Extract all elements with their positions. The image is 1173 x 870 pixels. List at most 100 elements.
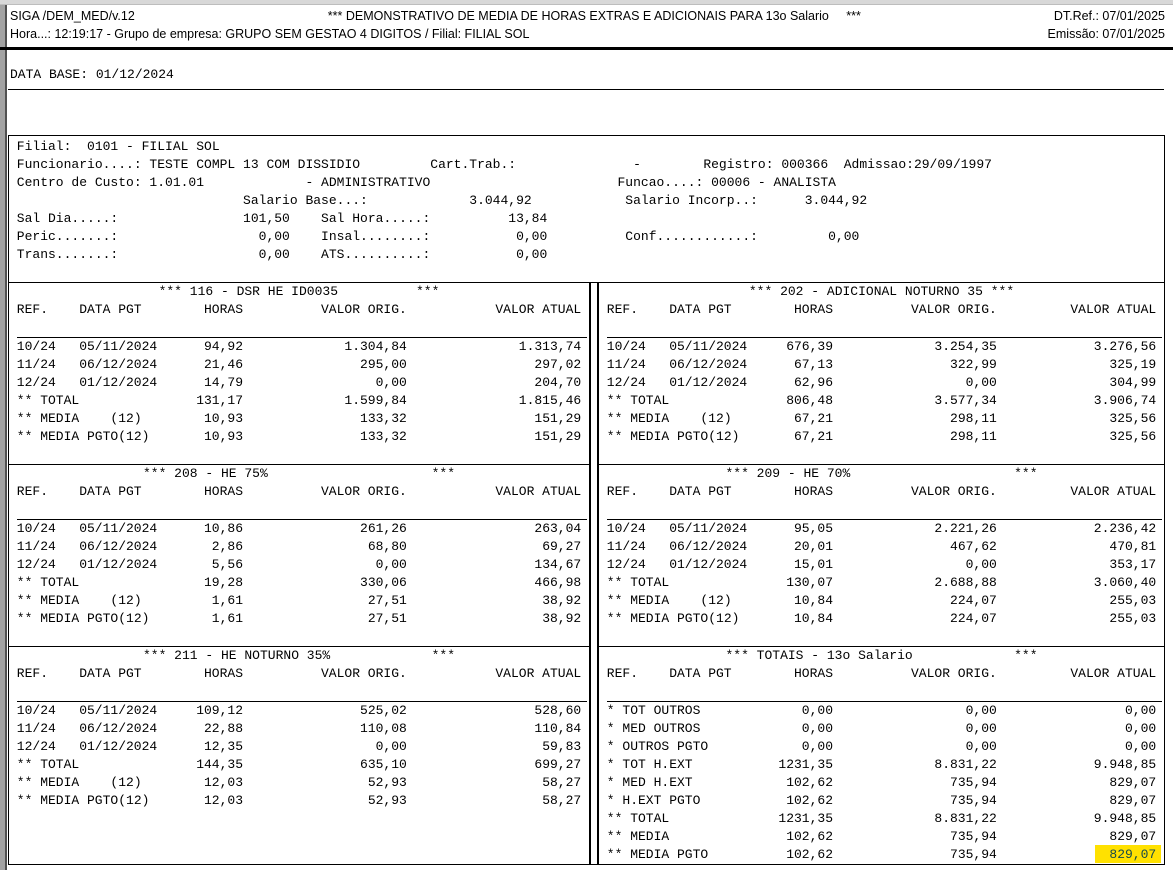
table-cell: 5,56 — [211, 557, 244, 572]
column-header-ref: REF. — [16, 302, 49, 317]
table-row: * MED H.EXT 102,62 735,94 829,07 — [599, 774, 1164, 792]
table-cell: * TOT H.EXT — [606, 757, 693, 772]
panel-title: *** 116 - DSR HE ID0035 *** — [158, 284, 440, 299]
table-cell: 05/11/2024 — [669, 339, 748, 354]
table-cell: 27,51 — [367, 593, 407, 608]
table-cell: 635,10 — [360, 757, 407, 772]
table-cell: 11/24 — [16, 721, 56, 736]
column-header-valor-orig: VALOR ORIG. — [321, 666, 407, 681]
table-cell: 1,61 — [211, 593, 244, 608]
table-cell: 109,12 — [196, 703, 244, 718]
table-cell: 62,96 — [794, 375, 834, 390]
table-row: 12/24 01/12/2024 62,96 0,00 304,99 — [599, 374, 1164, 392]
table-cell — [669, 574, 770, 592]
column-header-valor-orig: VALOR ORIG. — [911, 666, 997, 681]
table-cell: 130,07 — [786, 575, 834, 590]
table-cell: 297,02 — [534, 357, 582, 372]
table-row: ** MEDIA PGTO(12) 10,84 224,07 255,03 — [599, 610, 1164, 628]
table-cell: 735,94 — [950, 829, 997, 844]
report-page: SIGA /DEM_MED/v.12 *** DEMONSTRATIVO DE … — [0, 5, 1173, 865]
table-row: 10/24 05/11/2024 10,86 261,26 263,04 — [9, 520, 589, 538]
column-header-data-pgt: DATA PGT — [669, 302, 732, 317]
panel-column-headers: REF. DATA PGT HORAS VALOR ORIG. VALOR AT… — [599, 483, 1164, 501]
panel-title: *** 211 - HE NOTURNO 35% *** — [142, 648, 456, 663]
header-underline — [17, 683, 587, 702]
table-cell: 12,03 — [204, 793, 244, 808]
panel-rows: * TOT OUTROS 0,00 0,00 0,00 * MED OUTROS 0,00… — [599, 702, 1164, 864]
panel-totais-13o-salario: *** TOTAIS - 13o Salario *** REF. DATA P… — [599, 647, 1164, 864]
column-header-horas: HORAS — [204, 666, 244, 681]
table-cell: 2.221,26 — [934, 521, 997, 536]
table-cell: 470,81 — [1109, 539, 1157, 554]
table-cell: 0,00 — [1124, 721, 1157, 736]
table-cell: 133,32 — [360, 411, 407, 426]
table-cell: * MED H.EXT — [606, 775, 693, 790]
table-cell: 01/12/2024 — [79, 557, 158, 572]
table-cell: 151,29 — [534, 411, 582, 426]
table-cell: 67,21 — [794, 411, 834, 426]
table-cell: 0,00 — [965, 557, 997, 572]
table-cell: 699,27 — [534, 757, 582, 772]
table-cell: 0,00 — [965, 739, 997, 754]
table-cell — [79, 792, 180, 810]
table-cell: 528,60 — [534, 703, 582, 718]
table-cell: 10,84 — [794, 611, 834, 626]
column-header-data-pgt: DATA PGT — [79, 666, 142, 681]
table-cell: 102,62 — [786, 775, 834, 790]
column-header-valor-orig: VALOR ORIG. — [321, 302, 407, 317]
panel-divider — [589, 283, 599, 465]
table-cell: 255,03 — [1109, 611, 1157, 626]
table-cell: 151,29 — [534, 429, 582, 444]
table-cell: 102,62 — [786, 847, 834, 862]
table-cell: 05/11/2024 — [79, 339, 158, 354]
table-cell: ** MEDIA PGTO(12) — [16, 429, 150, 444]
table-cell: 52,93 — [367, 793, 407, 808]
table-cell: 12/24 — [16, 739, 56, 754]
app-version: SIGA /DEM_MED/v.12 — [10, 9, 135, 23]
panel-rows: 10/24 05/11/2024 109,12 525,02 528,60 11/24 06… — [9, 702, 589, 810]
table-cell: 12,35 — [204, 739, 244, 754]
table-row: * TOT OUTROS 0,00 0,00 0,00 — [599, 702, 1164, 720]
table-cell: 27,51 — [367, 611, 407, 626]
column-header-valor-atual: VALOR ATUAL — [1070, 484, 1157, 499]
table-cell: * MED OUTROS — [606, 721, 701, 736]
table-cell: 102,62 — [786, 793, 834, 808]
table-cell: 304,99 — [1109, 375, 1157, 390]
table-row: 10/24 05/11/2024 95,05 2.221,26 2.236,42 — [599, 520, 1164, 538]
table-cell: 67,21 — [794, 429, 834, 444]
table-cell: 0,00 — [801, 721, 834, 736]
table-cell: 0,00 — [965, 375, 997, 390]
table-cell: 1.599,84 — [344, 393, 407, 408]
table-row: ** TOTAL 1231,35 8.831,22 9.948,85 — [599, 810, 1164, 828]
table-cell: 1.304,84 — [344, 339, 407, 354]
panel-title: *** 202 - ADICIONAL NOTURNO 35 *** — [748, 284, 1015, 299]
table-row: 10/24 05/11/2024 676,39 3.254,35 3.276,56 — [599, 338, 1164, 356]
column-header-data-pgt: DATA PGT — [79, 484, 142, 499]
report-title: *** DEMONSTRATIVO DE MEDIA DE HORAS EXTR… — [327, 9, 861, 23]
table-cell: 0,00 — [1124, 739, 1157, 754]
report-header-line-1: SIGA /DEM_MED/v.12 *** DEMONSTRATIVO DE … — [10, 8, 1165, 24]
table-row: ** TOTAL 144,35 635,10 699,27 — [9, 756, 589, 774]
table-cell: ** MEDIA PGTO(12) — [16, 793, 150, 808]
column-header-valor-orig: VALOR ORIG. — [911, 302, 997, 317]
column-header-valor-atual: VALOR ATUAL — [495, 484, 582, 499]
table-cell: 110,08 — [360, 721, 407, 736]
column-header-data-pgt: DATA PGT — [669, 484, 732, 499]
table-cell — [79, 392, 180, 410]
table-cell: 255,03 — [1109, 593, 1157, 608]
panel-divider — [589, 647, 599, 864]
table-cell: 204,70 — [534, 375, 582, 390]
table-row: 12/24 01/12/2024 12,35 0,00 59,83 — [9, 738, 589, 756]
table-cell: 144,35 — [196, 757, 244, 772]
table-cell: ** TOTAL — [606, 811, 670, 826]
table-cell: 676,39 — [786, 339, 834, 354]
table-cell: * TOT OUTROS — [606, 703, 701, 718]
table-cell: 05/11/2024 — [79, 703, 158, 718]
table-cell: 3.577,34 — [934, 393, 997, 408]
table-row: * OUTROS PGTO 0,00 0,00 0,00 — [599, 738, 1164, 756]
table-cell: 9.948,85 — [1093, 811, 1157, 826]
table-cell: 806,48 — [786, 393, 834, 408]
employee-info-line: Sal Dia.....: 101,50 Sal Hora.....: 13,8… — [9, 211, 548, 226]
table-cell: ** TOTAL — [16, 757, 80, 772]
